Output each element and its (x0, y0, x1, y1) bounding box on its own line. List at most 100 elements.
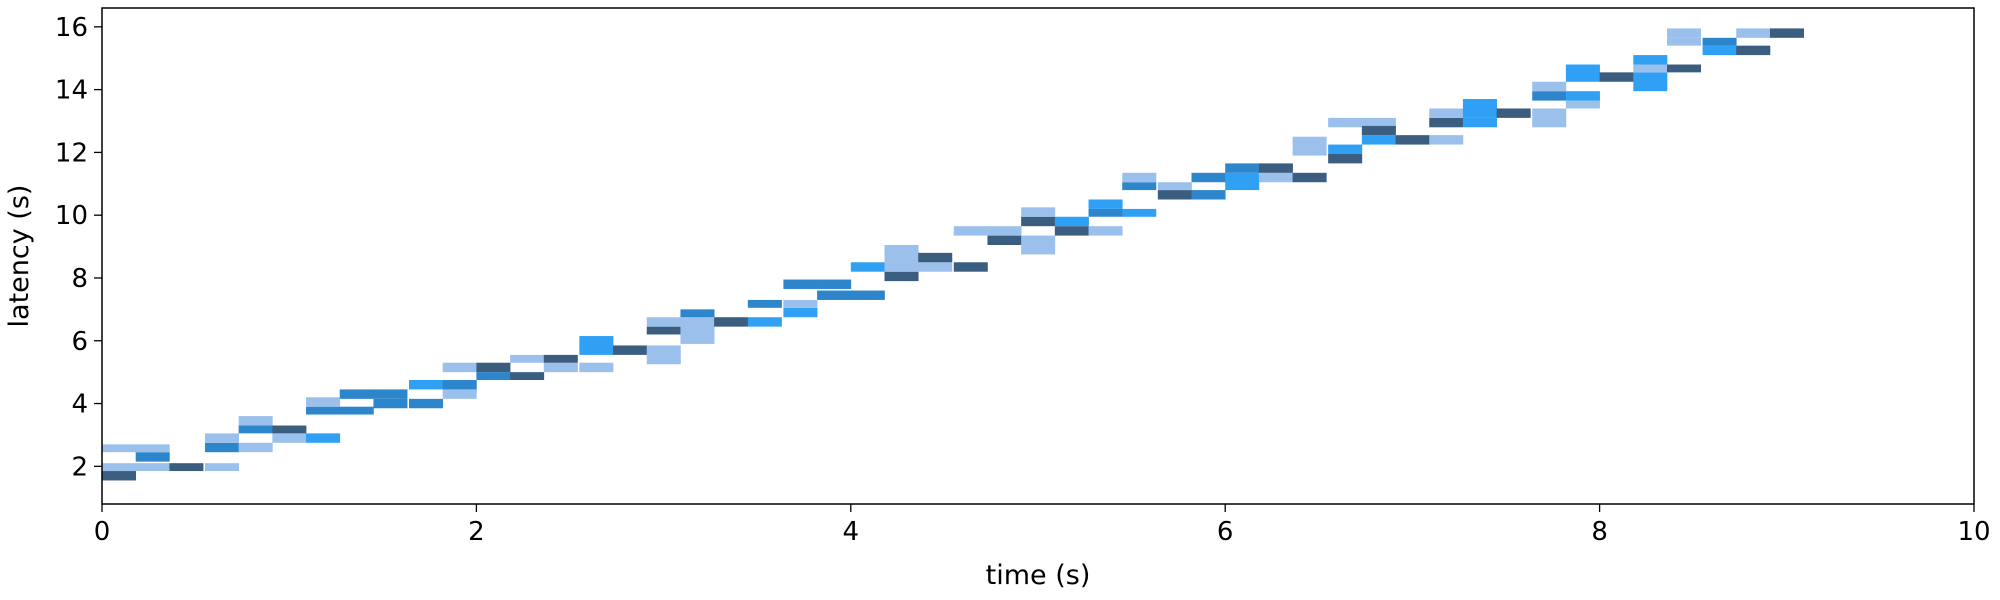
heatmap-cell (1532, 108, 1567, 128)
heatmap-cells (102, 28, 1804, 481)
heatmap-cell (1666, 64, 1702, 73)
heatmap-cell (373, 398, 408, 409)
heatmap-cell (714, 317, 749, 327)
heatmap-cell (783, 307, 818, 318)
heatmap-cell (1361, 125, 1396, 136)
heatmap-cell (783, 299, 818, 308)
heatmap-cell (646, 345, 681, 365)
heatmap-cell (476, 362, 511, 373)
heatmap-cell (543, 362, 578, 373)
heatmap-cell (1122, 172, 1157, 183)
heatmap-cell (1496, 108, 1531, 118)
heatmap-cell (339, 389, 374, 399)
x-tick-label: 4 (843, 517, 860, 547)
heatmap-cell (339, 406, 374, 415)
heatmap-cell (1258, 172, 1293, 183)
heatmap-cell (1328, 144, 1363, 154)
heatmap-cell (953, 226, 988, 236)
y-tick-label: 8 (71, 264, 88, 294)
heatmap-cell (442, 362, 477, 373)
y-tick-label: 14 (55, 76, 88, 106)
heatmap-cell (204, 442, 239, 453)
heatmap-cell (409, 398, 444, 409)
heatmap-cell (1088, 199, 1123, 209)
heatmap-cell (306, 397, 341, 407)
heatmap-cell (1054, 216, 1089, 227)
heatmap-cell (1565, 64, 1600, 82)
heatmap-cell (1532, 91, 1567, 101)
heatmap-cell (1666, 37, 1702, 46)
heatmap-cell (1258, 163, 1293, 173)
heatmap-cell (1565, 91, 1600, 101)
heatmap-cell (850, 262, 885, 272)
heatmap-cell (1122, 182, 1157, 191)
heatmap-cell (510, 372, 545, 380)
y-axis-ticks: 2 4 6 8 10 12 14 16 (55, 13, 102, 482)
heatmap-cell (680, 317, 715, 335)
heatmap-cell (476, 372, 511, 380)
heatmap-cell (238, 425, 273, 434)
y-tick-label: 10 (55, 201, 88, 231)
x-tick-label: 8 (1591, 517, 1608, 547)
heatmap-cell (135, 452, 170, 462)
heatmap-cell (135, 444, 170, 453)
heatmap-cell (1021, 235, 1056, 255)
x-tick-label: 6 (1217, 517, 1234, 547)
heatmap-cell (272, 433, 307, 443)
heatmap-cell (510, 354, 545, 363)
heatmap-cell (1633, 55, 1668, 65)
heatmap-cell (1666, 28, 1702, 38)
heatmap-cell (442, 380, 477, 390)
heatmap-cell (1225, 172, 1260, 191)
heatmap-cell (306, 433, 341, 443)
heatmap-cell (1021, 207, 1056, 217)
heatmap-cell (1633, 64, 1668, 73)
heatmap-cell (1702, 45, 1737, 56)
heatmap-cell (953, 262, 988, 272)
heatmap-cell (1088, 208, 1123, 217)
plot-frame (101, 7, 1975, 505)
heatmap-cell (1736, 45, 1771, 56)
heatmap-cell (204, 433, 239, 443)
heatmap-cell (1361, 117, 1396, 126)
heatmap-cell (1702, 37, 1737, 46)
heatmap-cell (1292, 136, 1327, 156)
heatmap-cell (884, 271, 919, 282)
heatmap-cell (987, 235, 1022, 246)
heatmap-cell (1532, 81, 1567, 92)
heatmap-cell (1122, 208, 1157, 217)
heatmap-cell (1599, 72, 1634, 82)
x-tick-label: 0 (94, 517, 111, 547)
heatmap-cell (1054, 226, 1089, 236)
heatmap-cell (204, 463, 239, 472)
heatmap-cell (918, 262, 953, 272)
heatmap-cell (1361, 135, 1396, 145)
y-tick-label: 2 (71, 452, 88, 482)
heatmap-cell (1088, 226, 1123, 236)
y-tick-label: 12 (55, 138, 88, 168)
heatmap-cell (272, 425, 307, 434)
heatmap-cell (306, 406, 341, 415)
heatmap-cell (442, 389, 477, 399)
heatmap-cell (373, 389, 408, 399)
y-axis-title: latency (s) (4, 185, 35, 328)
heatmap-cell (102, 471, 137, 481)
heatmap-cell (579, 362, 614, 373)
x-tick-label: 2 (468, 517, 485, 547)
heatmap-cell (850, 290, 885, 300)
heatmap-cell (1736, 28, 1771, 38)
heatmap-cell (1328, 153, 1363, 164)
heatmap-cell (1395, 135, 1430, 145)
heatmap-cell (1157, 182, 1192, 191)
heatmap-cell (817, 279, 852, 289)
heatmap-cell (102, 463, 137, 472)
heatmap-cell (1565, 100, 1600, 109)
heatmap-cell (1328, 117, 1363, 128)
heatmap-cell (1769, 28, 1804, 38)
x-axis-title: time (s) (986, 560, 1091, 591)
heatmap-cell (817, 290, 852, 300)
heatmap-cell (680, 309, 715, 318)
heatmap-cell (987, 226, 1022, 236)
heatmap-cell (646, 317, 681, 327)
